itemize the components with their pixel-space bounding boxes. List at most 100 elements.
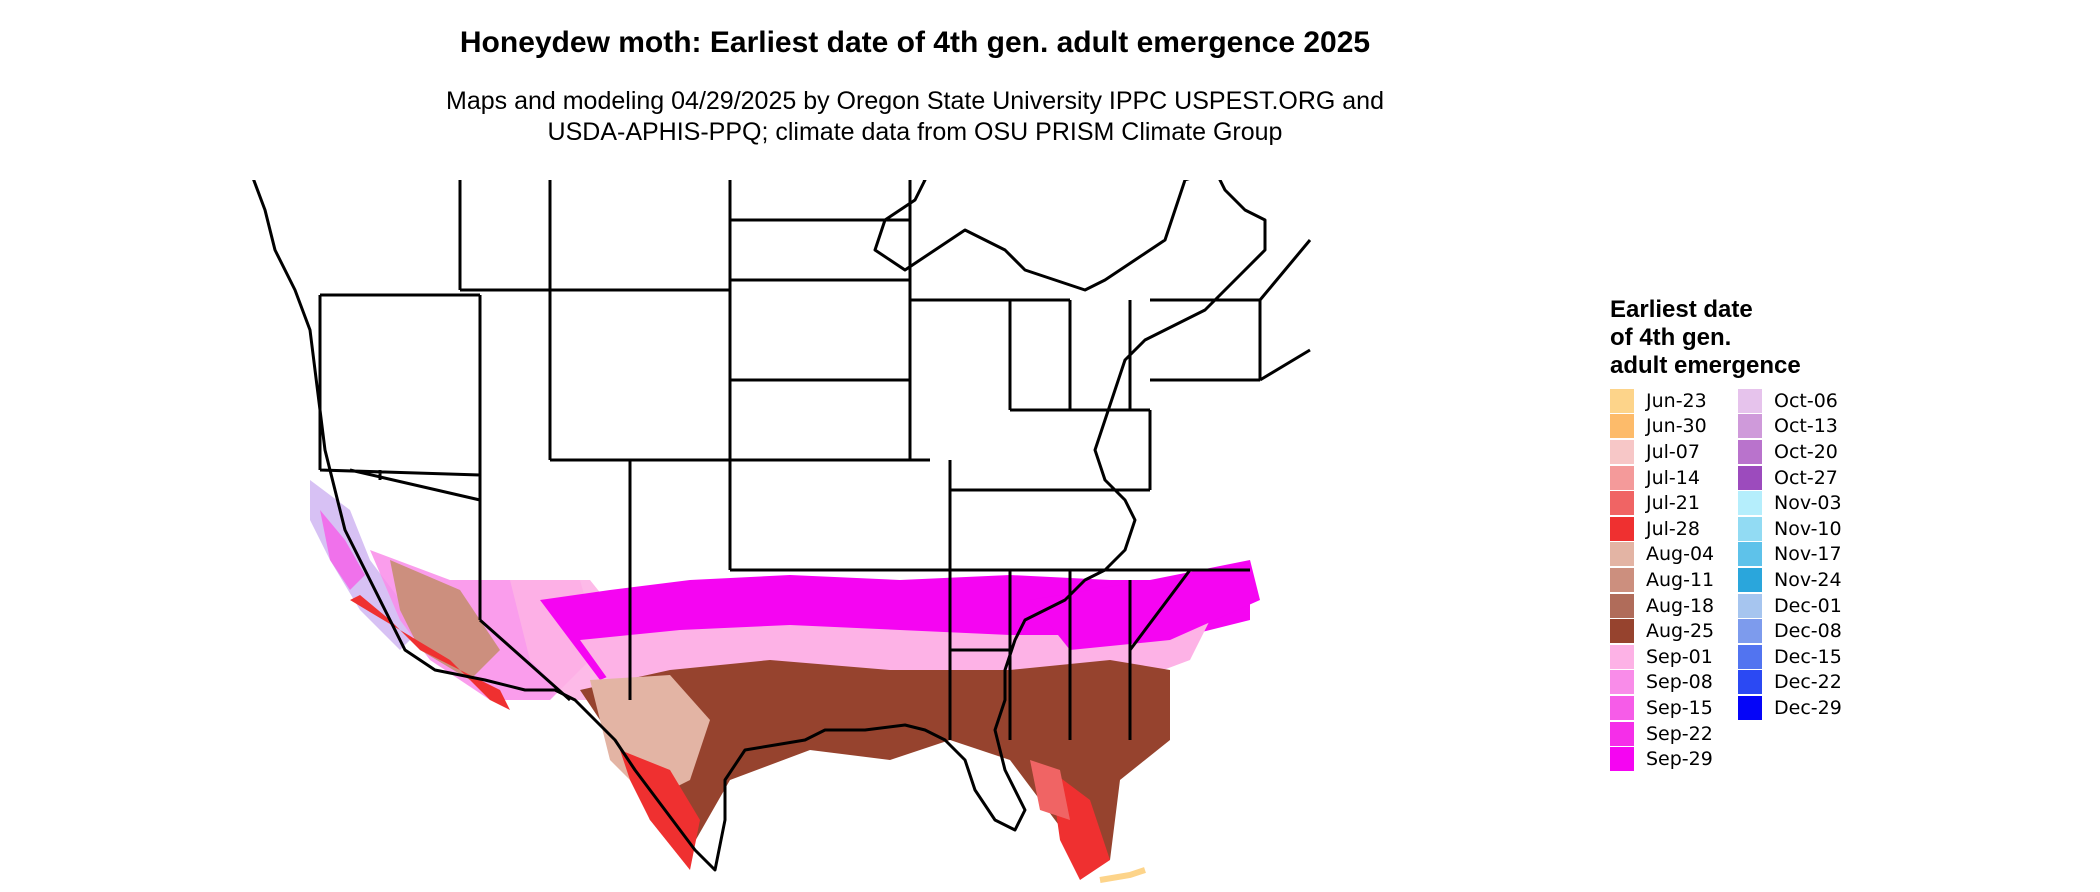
florida-keys	[1099, 867, 1146, 883]
legend-label: Aug-11	[1646, 568, 1715, 591]
legend-item: Aug-04	[1610, 542, 1714, 568]
legend-item: Aug-18	[1610, 593, 1714, 619]
legend-item: Nov-24	[1738, 567, 1842, 593]
legend-column-1: Jun-23 Jun-30 Jul-07 Jul-14 Jul-21 Jul-28 Aug-…	[1610, 388, 1714, 772]
legend-swatch	[1610, 491, 1634, 516]
legend-swatch	[1738, 670, 1762, 695]
legend-swatch	[1610, 516, 1634, 541]
legend-label: Dec-15	[1774, 645, 1842, 668]
map-subtitle: Maps and modeling 04/29/2025 by Oregon S…	[0, 86, 1830, 148]
emergence-zones	[310, 480, 1260, 880]
legend-item: Dec-15	[1738, 644, 1842, 670]
legend-label: Jul-21	[1646, 492, 1700, 515]
legend-label: Jun-23	[1646, 389, 1707, 412]
legend-swatch	[1610, 414, 1634, 439]
legend-item: Sep-01	[1610, 644, 1714, 670]
zone-southwest-brown	[390, 560, 500, 680]
subtitle-line-2: USDA-APHIS-PPQ; climate data from OSU PR…	[547, 118, 1283, 146]
legend-item: Jun-23	[1610, 388, 1714, 414]
legend-item: Oct-27	[1738, 465, 1842, 491]
legend-swatch	[1738, 542, 1762, 567]
legend-item: Aug-11	[1610, 567, 1714, 593]
legend-item: Jul-28	[1610, 516, 1714, 542]
legend-swatch	[1610, 619, 1634, 644]
zone-gulf-brown	[580, 660, 1170, 860]
state-outlines	[252, 180, 1312, 872]
legend-swatch	[1738, 465, 1762, 490]
zone-carolina-magenta	[1030, 560, 1260, 650]
zone-california-lavender	[310, 480, 420, 650]
legend-label: Sep-29	[1646, 748, 1713, 771]
legend-label: Aug-25	[1646, 620, 1715, 643]
legend-item: Jul-21	[1610, 490, 1714, 516]
legend-swatch	[1610, 721, 1634, 746]
legend-item: Nov-10	[1738, 516, 1842, 542]
legend-swatch	[1738, 491, 1762, 516]
state-lines-midwest	[910, 298, 1152, 492]
legend-item: Sep-29	[1610, 746, 1714, 772]
legend-item: Dec-08	[1738, 618, 1842, 644]
legend-item: Sep-22	[1610, 721, 1714, 747]
state-lines-west	[318, 293, 571, 702]
legend-item: Oct-13	[1738, 414, 1842, 440]
subtitle-line-1: Maps and modeling 04/29/2025 by Oregon S…	[446, 87, 1384, 115]
legend-swatch	[1738, 439, 1762, 464]
state-lines-mountain	[458, 180, 732, 700]
legend-item: Jul-07	[1610, 439, 1714, 465]
legend-label: Jul-14	[1646, 466, 1700, 489]
legend-swatch	[1738, 644, 1762, 669]
legend-swatch	[1738, 567, 1762, 592]
legend-label: Nov-24	[1774, 568, 1842, 591]
legend-label: Sep-01	[1646, 645, 1713, 668]
legend-label: Jul-07	[1646, 440, 1700, 463]
legend-item: Dec-29	[1738, 695, 1842, 721]
zone-texas-tan	[590, 675, 710, 800]
legend-label: Jul-28	[1646, 517, 1700, 540]
legend-label: Nov-03	[1774, 492, 1842, 515]
legend-item: Dec-01	[1738, 593, 1842, 619]
legend-swatch	[1610, 644, 1634, 669]
legend-swatch	[1738, 516, 1762, 541]
legend-swatch	[1738, 619, 1762, 644]
legend-label: Jun-30	[1646, 415, 1707, 438]
legend-swatch	[1610, 567, 1634, 592]
legend-swatch	[1610, 695, 1634, 720]
legend-label: Nov-10	[1774, 517, 1842, 540]
legend-label: Aug-04	[1646, 543, 1715, 566]
legend-swatch	[1610, 747, 1634, 772]
legend-label: Dec-01	[1774, 594, 1842, 617]
legend-label: Oct-20	[1774, 440, 1838, 463]
legend-item: Nov-17	[1738, 542, 1842, 568]
legend-swatch	[1610, 388, 1634, 413]
legend-label: Sep-08	[1646, 671, 1713, 694]
legend-item: Oct-06	[1738, 388, 1842, 414]
legend-swatch	[1738, 414, 1762, 439]
zone-california-pink	[320, 510, 365, 590]
legend-swatch	[1610, 593, 1634, 618]
legend-swatch	[1610, 670, 1634, 695]
legend-item: Aug-25	[1610, 618, 1714, 644]
map-title: Honeydew moth: Earliest date of 4th gen.…	[459, 26, 1371, 59]
legend-label: Sep-22	[1646, 722, 1713, 745]
legend-item: Nov-03	[1738, 490, 1842, 516]
legend-item: Jun-30	[1610, 414, 1714, 440]
legend-label: Dec-08	[1774, 620, 1842, 643]
legend-item: Dec-22	[1738, 670, 1842, 696]
legend-title-line-2: of 4th gen.	[1610, 324, 1732, 351]
legend-item: Sep-08	[1610, 670, 1714, 696]
legend-swatch	[1738, 388, 1762, 413]
legend-label: Oct-06	[1774, 389, 1838, 412]
zone-florida-salmon	[1030, 760, 1070, 820]
us-outline	[252, 180, 1267, 872]
state-lines-northeast	[1150, 239, 1312, 382]
us-emergence-map	[252, 180, 1312, 883]
legend-label: Oct-13	[1774, 415, 1838, 438]
legend-item: Sep-15	[1610, 695, 1714, 721]
state-lines-south	[950, 568, 1250, 740]
legend-item: Jul-14	[1610, 465, 1714, 491]
legend-label: Aug-18	[1646, 594, 1715, 617]
legend-label: Sep-15	[1646, 696, 1713, 719]
zone-southwest-red	[350, 595, 510, 710]
legend-swatch	[1738, 695, 1762, 720]
legend-label: Dec-22	[1774, 671, 1842, 694]
